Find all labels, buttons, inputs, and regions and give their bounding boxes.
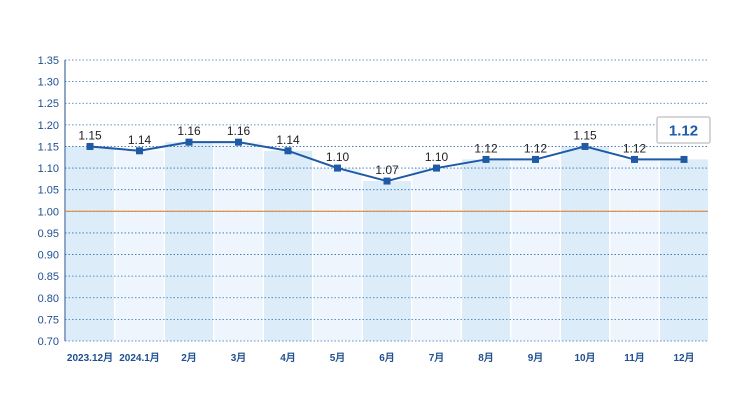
- x-tick-label: 11月: [624, 352, 645, 364]
- data-point: [383, 177, 391, 185]
- data-label: 1.12: [524, 141, 548, 155]
- data-point: [235, 138, 242, 146]
- y-tick-label: 1.20: [38, 120, 59, 132]
- callout-label: 1.12: [669, 123, 698, 140]
- y-tick-label: 0.70: [38, 336, 59, 348]
- x-tick-label: 2023.12月: [67, 352, 113, 364]
- y-tick-label: 1.10: [38, 163, 59, 175]
- data-label: 1.07: [375, 163, 399, 177]
- y-tick-label: 0.95: [38, 228, 59, 240]
- data-label: 1.12: [623, 141, 647, 155]
- data-point: [433, 164, 440, 172]
- data-label: 1.10: [425, 150, 449, 164]
- y-tick-label: 1.05: [38, 185, 59, 197]
- data-point: [532, 155, 539, 163]
- x-tick-label: 12月: [673, 352, 694, 364]
- background-band: [363, 181, 411, 341]
- x-tick-label: 8月: [478, 352, 494, 364]
- x-tick-label: 6月: [379, 352, 395, 364]
- background-band: [214, 142, 263, 341]
- y-tick-label: 1.35: [38, 55, 59, 67]
- y-tick-label: 1.00: [38, 206, 59, 218]
- data-label: 1.12: [474, 141, 498, 155]
- data-point: [334, 164, 341, 172]
- background-band: [660, 159, 708, 341]
- y-tick-label: 1.30: [38, 77, 59, 89]
- x-tick-label: 3月: [231, 352, 247, 364]
- x-tick-label: 7月: [429, 352, 445, 364]
- data-label: 1.14: [276, 133, 300, 147]
- data-point: [86, 142, 94, 150]
- x-tick-label: 2月: [181, 352, 197, 364]
- data-label: 1.10: [326, 150, 350, 164]
- y-tick-label: 0.85: [38, 271, 59, 283]
- data-label: 1.14: [128, 133, 152, 147]
- data-point: [631, 155, 638, 163]
- background-band: [66, 146, 114, 341]
- y-tick-label: 1.25: [38, 98, 59, 110]
- data-label: 1.15: [78, 128, 102, 142]
- data-label: 1.15: [573, 128, 597, 142]
- y-tick-label: 0.80: [38, 293, 59, 305]
- y-tick-label: 1.15: [38, 141, 59, 153]
- x-tick-label: 4月: [280, 352, 296, 364]
- data-label: 1.16: [227, 124, 251, 138]
- data-point: [680, 155, 688, 163]
- data-point: [284, 147, 292, 155]
- y-tick-label: 0.75: [38, 314, 59, 326]
- data-label: 1.16: [177, 124, 201, 138]
- data-point: [581, 142, 589, 150]
- background-band: [610, 159, 659, 341]
- x-tick-label: 2024.1月: [119, 352, 160, 364]
- data-point: [185, 138, 193, 146]
- x-tick-label: 5月: [330, 352, 346, 364]
- x-tick-label: 10月: [574, 352, 595, 364]
- y-tick-label: 0.90: [38, 250, 59, 262]
- background-band: [165, 142, 213, 341]
- callout-box: [656, 116, 711, 144]
- data-point: [482, 155, 490, 163]
- background-band: [462, 159, 510, 341]
- background-band: [115, 150, 164, 341]
- background-band: [561, 146, 609, 341]
- x-tick-label: 9月: [528, 352, 544, 364]
- background-band: [511, 159, 560, 341]
- background-band: [264, 150, 312, 341]
- data-point: [136, 147, 143, 155]
